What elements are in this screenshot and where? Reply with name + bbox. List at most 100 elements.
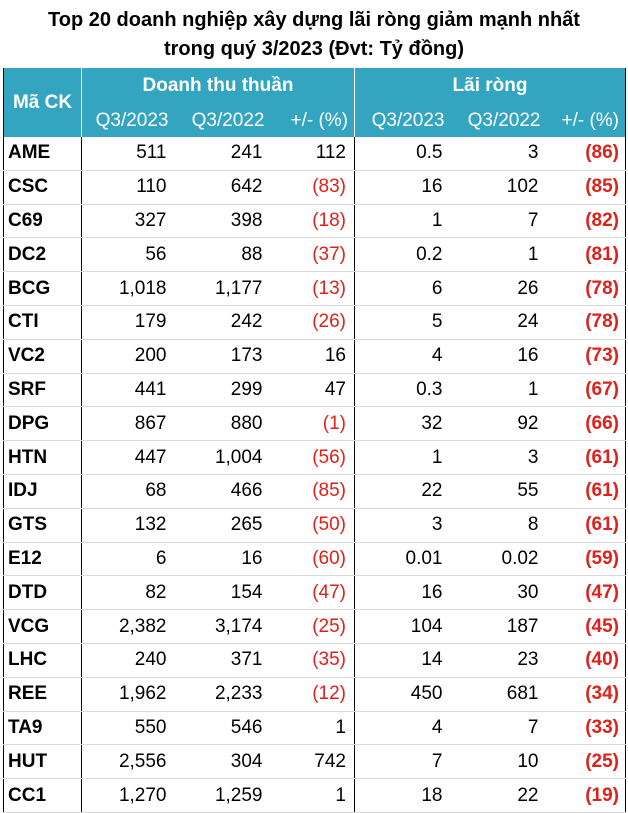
header-rev-change: +/- (%) [270,104,355,137]
table-body: AME 511 241 112 0.5 3 (86) CSC 110 642 (83) 16 102 (8… [3,137,626,813]
cell-revchg: (85) [270,474,355,509]
cell-revchg: (50) [270,508,355,543]
cell-profchg: (25) [546,744,626,780]
cell-profchg: (81) [546,237,626,273]
cell-rev22: 304 [174,744,271,780]
cell-rev22: 1,177 [174,271,271,306]
cell-profchg: (73) [546,339,626,374]
cell-prof23: 3 [354,508,451,543]
cell-revchg: 112 [270,137,355,171]
cell-revchg: (47) [270,575,355,611]
table-row: VCG 2,382 3,174 (25) 104 187 (45) [3,609,626,644]
cell-code: SRF [3,373,82,408]
cell-rev22: 242 [174,305,271,340]
cell-prof22: 0.02 [450,542,547,577]
cell-code: DC2 [3,237,82,273]
cell-code: GTS [3,508,82,543]
cell-profchg: (47) [546,575,626,611]
cell-prof23: 14 [354,643,451,678]
title-line-1: Top 20 doanh nghiệp xây dựng lãi ròng gi… [48,9,580,31]
cell-profchg: (82) [546,204,626,239]
cell-prof23: 0.2 [354,237,451,273]
cell-revchg: (37) [270,237,355,273]
cell-prof22: 55 [450,474,547,509]
cell-rev23: 1,962 [81,677,175,712]
cell-rev22: 2,233 [174,677,271,712]
cell-prof22: 23 [450,643,547,678]
cell-profchg: (78) [546,271,626,306]
cell-code: TA9 [3,711,82,746]
cell-prof22: 26 [450,271,547,306]
table-row: SRF 441 299 47 0.3 1 (67) [3,373,626,408]
header-rev-q3-2022: Q3/2022 [174,104,271,137]
cell-rev23: 511 [81,137,175,171]
table-row: DC2 56 88 (37) 0.2 1 (81) [3,237,626,273]
cell-rev22: 241 [174,137,271,171]
cell-profchg: (19) [546,778,626,813]
cell-prof22: 7 [450,204,547,239]
cell-profchg: (45) [546,609,626,644]
cell-code: DTD [3,575,82,611]
cell-revchg: (26) [270,305,355,340]
cell-profchg: (61) [546,440,626,475]
cell-profchg: (34) [546,677,626,712]
cell-prof23: 0.5 [354,137,451,171]
cell-revchg: (25) [270,609,355,644]
cell-revchg: (56) [270,440,355,475]
cell-prof23: 16 [354,170,451,205]
cell-rev22: 16 [174,542,271,577]
cell-rev23: 447 [81,440,175,475]
cell-code: HUT [3,744,82,780]
cell-revchg: 742 [270,744,355,780]
cell-rev22: 546 [174,711,271,746]
cell-profchg: (66) [546,406,626,442]
cell-rev22: 265 [174,508,271,543]
header-profit-q3-2022: Q3/2022 [450,104,547,137]
cell-rev22: 173 [174,339,271,374]
cell-profchg: (61) [546,508,626,543]
cell-rev23: 68 [81,474,175,509]
table-row: E12 6 16 (60) 0.01 0.02 (59) [3,542,626,577]
table-row: CC1 1,270 1,259 1 18 22 (19) [3,778,626,813]
cell-rev23: 867 [81,406,175,442]
cell-prof22: 22 [450,778,547,813]
cell-code: LHC [3,643,82,678]
table-row: VC2 200 173 16 4 16 (73) [3,339,626,374]
data-table: Mã CK Doanh thu thuần Lãi ròng Q3/2023 Q… [3,68,627,813]
header-code: Mã CK [3,68,82,137]
table-title: Top 20 doanh nghiệp xây dựng lãi ròng gi… [0,0,628,68]
cell-prof23: 0.3 [354,373,451,408]
cell-prof23: 1 [354,440,451,475]
cell-rev23: 200 [81,339,175,374]
cell-code: BCG [3,271,82,306]
table-header: Mã CK Doanh thu thuần Lãi ròng Q3/2023 Q… [3,68,626,137]
cell-rev23: 1,270 [81,778,175,813]
cell-rev23: 6 [81,542,175,577]
cell-prof23: 4 [354,711,451,746]
cell-code: C69 [3,204,82,239]
cell-prof22: 92 [450,406,547,442]
cell-rev23: 132 [81,508,175,543]
cell-prof22: 681 [450,677,547,712]
cell-code: E12 [3,542,82,577]
cell-rev23: 327 [81,204,175,239]
table-row: DPG 867 880 (1) 32 92 (66) [3,406,626,442]
cell-rev22: 1,259 [174,778,271,813]
cell-rev23: 2,556 [81,744,175,780]
cell-profchg: (67) [546,373,626,408]
cell-prof23: 22 [354,474,451,509]
cell-prof22: 7 [450,711,547,746]
cell-prof22: 10 [450,744,547,780]
cell-prof23: 16 [354,575,451,611]
table-row: REE 1,962 2,233 (12) 450 681 (34) [3,677,626,712]
cell-rev22: 88 [174,237,271,273]
cell-profchg: (61) [546,474,626,509]
cell-rev23: 82 [81,575,175,611]
table-row: GTS 132 265 (50) 3 8 (61) [3,508,626,543]
cell-prof22: 1 [450,237,547,273]
header-profit-q3-2023: Q3/2023 [354,104,451,137]
table-row: AME 511 241 112 0.5 3 (86) [3,137,626,171]
cell-code: CTI [3,305,82,340]
cell-code: IDJ [3,474,82,509]
cell-profchg: (40) [546,643,626,678]
